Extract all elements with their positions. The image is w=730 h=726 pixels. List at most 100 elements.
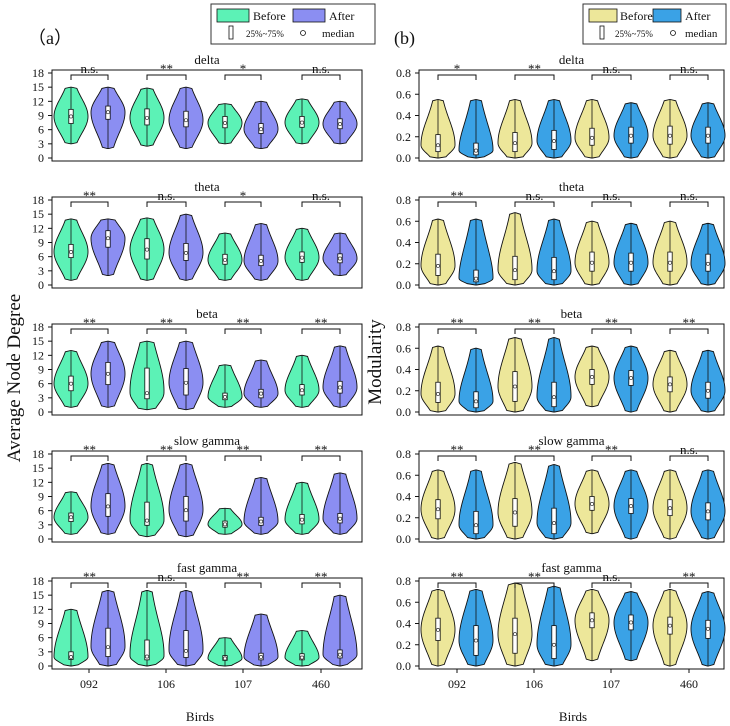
median-106-before [513, 268, 517, 273]
subplot-title: delta [559, 52, 584, 67]
legend-a-after-swatch [292, 8, 326, 23]
sig-label-107: ** [237, 442, 250, 457]
sig-bracket-460 [669, 74, 709, 80]
y-tick-label: 3 [38, 264, 44, 278]
panel-b-xlabel: Birds [559, 709, 587, 724]
median-092-after [106, 504, 110, 509]
sig-bracket-092 [437, 455, 477, 461]
y-tick-label: 18 [32, 447, 44, 461]
y-tick-label: 0 [38, 405, 44, 419]
sig-label-092: ** [83, 315, 96, 330]
median-092-after [474, 399, 478, 404]
median-092-before [69, 515, 73, 520]
subplot-title: theta [559, 179, 584, 194]
median-460-after [706, 261, 710, 266]
sig-bracket-107 [591, 455, 632, 461]
sig-label-107: ** [237, 569, 250, 584]
y-tick-label: 0.6 [396, 214, 411, 228]
sig-bracket-107 [224, 201, 262, 207]
sig-label-092: ** [451, 442, 464, 457]
sig-label-460: ** [315, 442, 328, 457]
median-107-after [629, 504, 633, 508]
panel-a: （a） Average Node Degree Birds Before Aft… [4, 3, 376, 724]
sig-bracket-460 [301, 74, 341, 80]
x-tick-label-460: 460 [312, 677, 330, 691]
y-tick-label: 15 [32, 80, 44, 94]
median-107-after [259, 391, 263, 396]
subplot-title: slow gamma [538, 433, 604, 448]
sig-bracket-106 [146, 328, 187, 334]
panel-b: (b) Modularity Birds Before After 25%~75… [365, 3, 727, 724]
sig-label-092: ** [451, 188, 464, 203]
legend-b-after-swatch [652, 8, 682, 23]
median-107-after [259, 519, 263, 524]
sig-bracket-460 [301, 328, 341, 334]
legend-a-after-label: After [329, 9, 354, 23]
median-106-after [552, 395, 556, 400]
legend-a-median-label: median [322, 28, 355, 40]
panel-b-ylabel: Modularity [365, 319, 386, 405]
sig-label-460: n.s. [312, 61, 330, 76]
median-092-before [436, 263, 440, 268]
median-107-before [590, 135, 594, 140]
legend-a-iqr-box [228, 25, 234, 40]
median-460-before [300, 517, 304, 522]
median-460-before [300, 255, 304, 260]
median-092-after [474, 276, 478, 281]
y-tick-label: 18 [32, 66, 44, 80]
median-106-before [145, 247, 149, 252]
panel-b-legend: Before After 25%~75% median [582, 3, 727, 45]
median-107-before [590, 375, 594, 379]
median-106-after [184, 250, 188, 255]
subplot-b-theta: 0.0 0.2 0.4 0.6 0.8 theta ** n.s. n.s. n.s. [396, 179, 726, 292]
y-tick-label: 15 [32, 461, 44, 475]
sig-label-460: ** [315, 569, 328, 584]
median-092-after [106, 236, 110, 241]
y-tick-label: 9 [38, 363, 44, 377]
median-460-before [300, 655, 304, 660]
y-tick-label: 15 [32, 588, 44, 602]
sig-bracket-107 [224, 582, 262, 588]
y-tick-label: 12 [32, 348, 44, 362]
legend-b-before-label: Before [620, 9, 653, 23]
median-106-before [145, 654, 149, 659]
y-tick-label: 0.4 [396, 363, 411, 377]
sig-label-092: ** [83, 442, 96, 457]
sig-bracket-460 [669, 455, 709, 461]
legend-a-before-swatch [216, 8, 250, 23]
y-tick-label: 0.2 [396, 511, 411, 525]
median-107-after [259, 259, 263, 263]
y-tick-label: 0.4 [396, 236, 411, 250]
y-tick-label: 0.2 [396, 638, 411, 652]
x-tick-label-092: 092 [448, 677, 466, 691]
y-tick-label: 12 [32, 221, 44, 235]
iqr-box-106-after [551, 256, 557, 281]
y-tick-label: 12 [32, 94, 44, 108]
y-tick-label: 0.6 [396, 468, 411, 482]
sig-bracket-107 [224, 455, 262, 461]
sig-label-092: ** [451, 315, 464, 330]
y-tick-label: 0.0 [396, 278, 411, 292]
median-107-after [629, 376, 633, 380]
sig-bracket-106 [146, 74, 187, 80]
y-tick-label: 9 [38, 617, 44, 631]
median-107-after [259, 655, 263, 659]
median-107-before [223, 656, 227, 661]
legend-b-iqr-box [599, 25, 605, 40]
legend-b-median-dot [670, 30, 676, 36]
subplot-title: fast gamma [177, 560, 238, 575]
median-092-before [436, 627, 440, 632]
sig-bracket-092 [437, 201, 477, 207]
median-092-after [106, 645, 110, 650]
x-tick-label-460: 460 [680, 677, 698, 691]
y-tick-label: 0 [38, 659, 44, 673]
median-460-before [300, 388, 304, 393]
sig-bracket-460 [669, 201, 709, 207]
sig-bracket-107 [224, 328, 262, 334]
sig-bracket-106 [514, 328, 555, 334]
panel-a-ylabel: Average Node Degree [4, 294, 25, 462]
median-460-after [706, 133, 710, 138]
y-tick-label: 6 [38, 377, 44, 391]
median-092-after [106, 371, 110, 376]
